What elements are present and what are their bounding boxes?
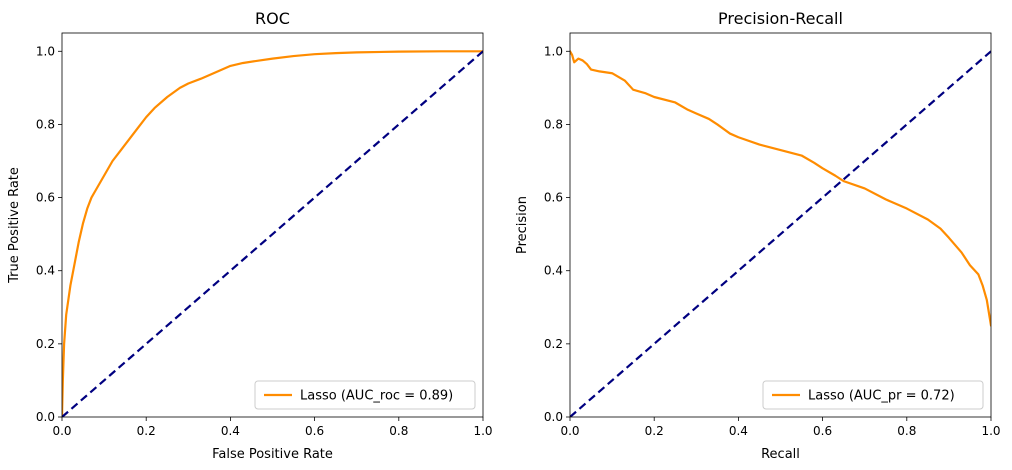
- pr-y-axis-label: Precision: [515, 196, 530, 254]
- pr-legend: Lasso (AUC_pr = 0.72): [762, 380, 984, 410]
- roc-legend: Lasso (AUC_roc = 0.89): [254, 380, 476, 410]
- roc-x-tick-label: 0.0: [52, 424, 71, 438]
- pr-x-tick-label: 0.0: [560, 424, 579, 438]
- roc-y-tick-label: 0.6: [36, 191, 55, 205]
- pr-axes-frame: [569, 32, 992, 418]
- roc-lasso-curve: [62, 50, 483, 417]
- roc-y-tick-label: 1.0: [36, 44, 55, 58]
- roc-chart-title: ROC: [255, 9, 290, 28]
- roc-axes-frame: [61, 32, 484, 418]
- pr-reference-diagonal-line: [570, 50, 991, 417]
- roc-y-axis-label: True Positive Rate: [7, 167, 22, 284]
- roc-x-tick-label: 0.2: [137, 424, 156, 438]
- roc-y-tick-label: 0.0: [36, 410, 55, 424]
- pr-x-tick-label: 1.0: [981, 424, 1000, 438]
- pr-x-tick-label: 0.8: [897, 424, 916, 438]
- roc-legend-box: [254, 380, 476, 410]
- pr-y-tick-label: 1.0: [544, 44, 563, 58]
- pr-y-tick-label: 0.0: [544, 410, 563, 424]
- pr-x-tick-label: 0.2: [645, 424, 664, 438]
- roc-x-tick-label: 0.8: [389, 424, 408, 438]
- pr-y-tick-label: 0.2: [544, 337, 563, 351]
- roc-y-tick-label: 0.4: [36, 264, 55, 278]
- precision-recall-panel: Precision-Recall Recall Precision 0.0 0.2 0.4…: [515, 9, 1001, 462]
- roc-y-tick-label: 0.8: [36, 117, 55, 131]
- roc-x-tick-label: 0.6: [305, 424, 324, 438]
- roc-x-axis-label: False Positive Rate: [212, 447, 333, 462]
- pr-y-tick-label: 0.8: [544, 117, 563, 131]
- pr-chart-title: Precision-Recall: [718, 9, 843, 28]
- roc-y-tick-label: 0.2: [36, 337, 55, 351]
- roc-x-tick-label: 0.4: [221, 424, 240, 438]
- roc-legend-label: Lasso (AUC_roc = 0.89): [300, 389, 453, 404]
- pr-legend-box: [762, 380, 984, 410]
- pr-legend-label: Lasso (AUC_pr = 0.72): [808, 389, 955, 404]
- roc-reference-diagonal-line: [62, 50, 483, 417]
- pr-y-tick-label: 0.4: [544, 264, 563, 278]
- roc-panel: ROC False Positive Rate True Positive Rate…: [7, 9, 493, 462]
- pr-x-tick-label: 0.4: [729, 424, 748, 438]
- pr-x-axis-label: Recall: [761, 447, 800, 462]
- pr-x-tick-label: 0.6: [813, 424, 832, 438]
- roc-x-tick-label: 1.0: [473, 424, 492, 438]
- pr-y-tick-label: 0.6: [544, 191, 563, 205]
- pr-lasso-curve: [570, 50, 991, 327]
